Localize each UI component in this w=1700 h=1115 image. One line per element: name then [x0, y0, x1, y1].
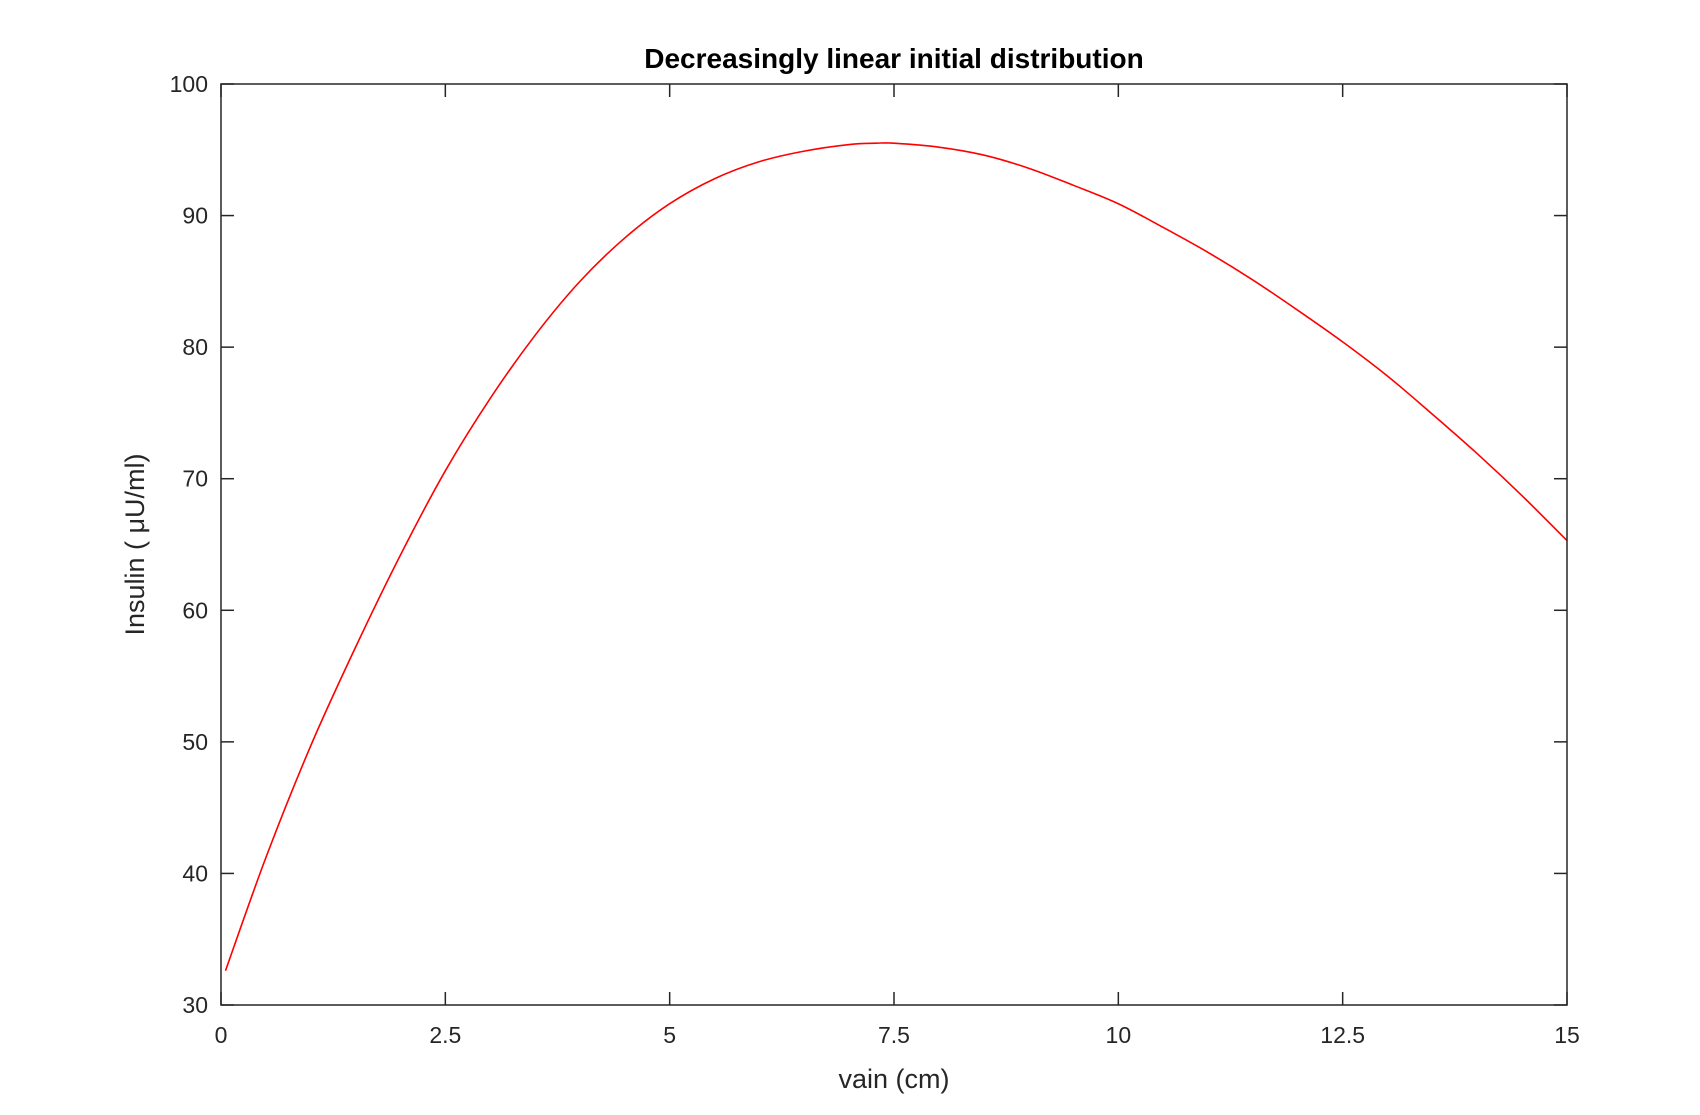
y-tick-label: 90: [182, 203, 208, 229]
x-tick-label: 7.5: [878, 1022, 910, 1048]
y-tick-label: 30: [182, 992, 208, 1018]
y-tick-label: 100: [170, 71, 208, 97]
x-tick-label: 15: [1554, 1022, 1580, 1048]
series-layer: [224, 142, 1568, 972]
x-axis-label: vain (cm): [838, 1064, 949, 1094]
chart-title: Decreasingly linear initial distribution: [644, 43, 1143, 74]
y-tick-label: 70: [182, 466, 208, 492]
series-line: [224, 142, 1568, 972]
x-tick-label: 2.5: [429, 1022, 461, 1048]
tick-labels: 0 2.5 5 7.5 10 12.5 15 30 40 50 60 70 80 90 100: [170, 71, 1580, 1048]
y-axis-label: Insulin ( μU/ml): [120, 453, 150, 635]
y-tick-label: 40: [182, 860, 208, 886]
x-tick-label: 10: [1106, 1022, 1132, 1048]
x-tick-label: 12.5: [1320, 1022, 1365, 1048]
plot-area: [221, 84, 1567, 1005]
y-tick-label: 50: [182, 729, 208, 755]
y-tick-label: 80: [182, 334, 208, 360]
y-tick-label: 60: [182, 597, 208, 623]
x-tick-label: 5: [663, 1022, 676, 1048]
x-tick-label: 0: [215, 1022, 228, 1048]
axes-box: [220, 83, 1568, 1006]
